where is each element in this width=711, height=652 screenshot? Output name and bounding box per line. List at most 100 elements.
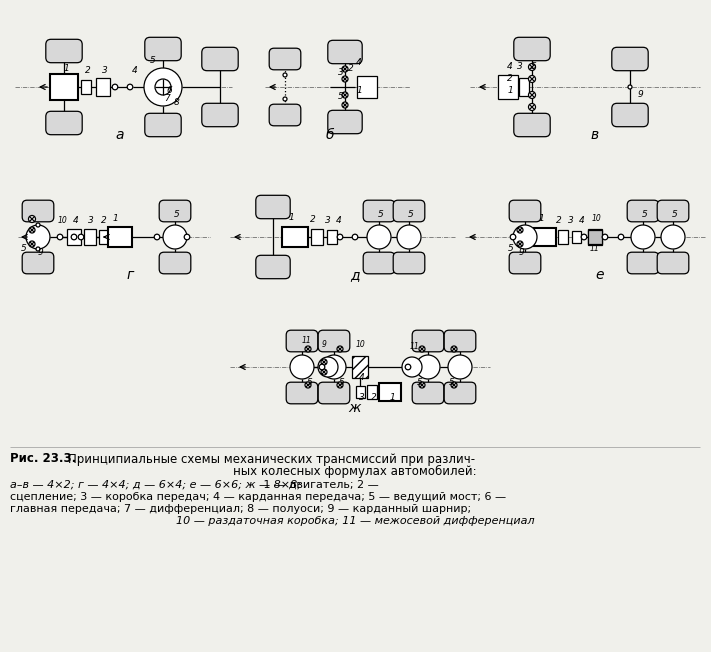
FancyBboxPatch shape	[412, 382, 444, 404]
Text: г: г	[127, 268, 134, 282]
Bar	[356, 386, 365, 398]
Text: 4: 4	[579, 216, 585, 225]
Circle shape	[283, 73, 287, 77]
FancyBboxPatch shape	[287, 330, 318, 352]
Text: б: б	[326, 128, 334, 142]
Circle shape	[321, 369, 327, 375]
Text: 9: 9	[637, 90, 643, 99]
Circle shape	[628, 85, 632, 89]
Text: a–в — 4×2; г — 4×4; д — 6×4; е — 6×6; ж — 8×8;: a–в — 4×2; г — 4×4; д — 6×4; е — 6×6; ж …	[10, 480, 301, 490]
Text: 9: 9	[321, 340, 326, 349]
Text: 4: 4	[507, 62, 513, 71]
Circle shape	[367, 225, 391, 249]
Circle shape	[319, 364, 325, 370]
Text: 11: 11	[590, 244, 600, 253]
Text: 5: 5	[21, 244, 27, 253]
Text: 1: 1	[288, 213, 294, 222]
FancyBboxPatch shape	[444, 330, 476, 352]
Circle shape	[28, 216, 36, 222]
Text: главная передача; 7 — дифференциал; 8 — полуоси; 9 — карданный шарнир;: главная передача; 7 — дифференциал; 8 — …	[10, 504, 471, 514]
Circle shape	[528, 91, 535, 98]
Bar	[519, 78, 529, 96]
Text: 5: 5	[449, 378, 455, 387]
FancyBboxPatch shape	[627, 252, 659, 274]
Circle shape	[342, 76, 348, 82]
Text: сцепление; 3 — коробка передач; 4 — карданная передача; 5 — ведущий мост; 6 —: сцепление; 3 — коробка передач; 4 — кард…	[10, 492, 506, 502]
Bar	[108, 227, 132, 247]
Circle shape	[184, 234, 190, 240]
Text: ных колесных формулах автомобилей:: ных колесных формулах автомобилей:	[233, 464, 477, 477]
FancyBboxPatch shape	[393, 252, 424, 274]
FancyBboxPatch shape	[328, 40, 362, 64]
Text: 5: 5	[417, 378, 423, 387]
Circle shape	[78, 234, 84, 240]
FancyBboxPatch shape	[46, 39, 82, 63]
Text: 10 — раздаточная коробка; 11 — межосевой дифференциал: 10 — раздаточная коробка; 11 — межосевой…	[176, 516, 534, 526]
FancyBboxPatch shape	[393, 200, 424, 222]
Circle shape	[451, 346, 457, 352]
Text: 2: 2	[310, 215, 316, 224]
FancyBboxPatch shape	[319, 382, 350, 404]
Circle shape	[305, 346, 311, 352]
FancyBboxPatch shape	[287, 382, 318, 404]
Text: 11: 11	[301, 336, 311, 345]
Text: 9: 9	[518, 248, 524, 257]
Text: 3: 3	[359, 393, 365, 402]
Circle shape	[581, 234, 587, 240]
FancyBboxPatch shape	[159, 200, 191, 222]
Circle shape	[416, 355, 440, 379]
Text: 4: 4	[356, 58, 362, 67]
Circle shape	[402, 357, 422, 377]
Circle shape	[602, 234, 608, 240]
Circle shape	[528, 76, 535, 83]
Text: в: в	[591, 128, 599, 142]
Circle shape	[513, 225, 537, 249]
Text: 10: 10	[592, 214, 602, 223]
FancyBboxPatch shape	[256, 256, 290, 278]
Circle shape	[517, 227, 523, 233]
Text: д: д	[351, 268, 360, 282]
FancyBboxPatch shape	[627, 200, 659, 222]
FancyBboxPatch shape	[328, 110, 362, 134]
FancyBboxPatch shape	[269, 104, 301, 126]
Bar	[379, 383, 401, 401]
Text: 10: 10	[57, 216, 67, 225]
FancyBboxPatch shape	[657, 200, 689, 222]
Circle shape	[36, 247, 40, 251]
Text: 5: 5	[150, 56, 156, 65]
Text: 1: 1	[507, 86, 513, 95]
Circle shape	[29, 241, 35, 247]
Circle shape	[510, 234, 515, 240]
Circle shape	[419, 346, 425, 352]
Text: 1: 1	[389, 393, 395, 402]
Circle shape	[112, 84, 118, 90]
Text: 5: 5	[508, 244, 514, 253]
Bar	[357, 76, 377, 98]
Text: 2: 2	[85, 66, 91, 75]
Circle shape	[318, 357, 338, 377]
Bar	[96, 78, 110, 96]
Text: 5: 5	[338, 92, 344, 101]
Text: 2: 2	[348, 64, 354, 73]
Text: а: а	[116, 128, 124, 142]
Circle shape	[448, 355, 472, 379]
FancyBboxPatch shape	[22, 200, 54, 222]
Bar	[327, 230, 337, 244]
Text: 5: 5	[642, 210, 648, 219]
Text: ж: ж	[349, 401, 361, 415]
FancyBboxPatch shape	[319, 330, 350, 352]
Text: 9: 9	[37, 248, 43, 257]
Bar	[588, 229, 602, 245]
Bar	[81, 80, 91, 94]
Circle shape	[517, 241, 523, 247]
FancyBboxPatch shape	[46, 111, 82, 135]
Circle shape	[290, 355, 314, 379]
Text: 1: 1	[112, 214, 118, 223]
Text: Принципиальные схемы механических трансмиссий при различ-: Принципиальные схемы механических трансм…	[68, 452, 475, 466]
Circle shape	[405, 364, 411, 370]
Circle shape	[342, 102, 348, 108]
Text: 7: 7	[164, 94, 170, 103]
Circle shape	[528, 63, 535, 70]
Text: 1: 1	[356, 86, 362, 95]
FancyBboxPatch shape	[509, 252, 541, 274]
